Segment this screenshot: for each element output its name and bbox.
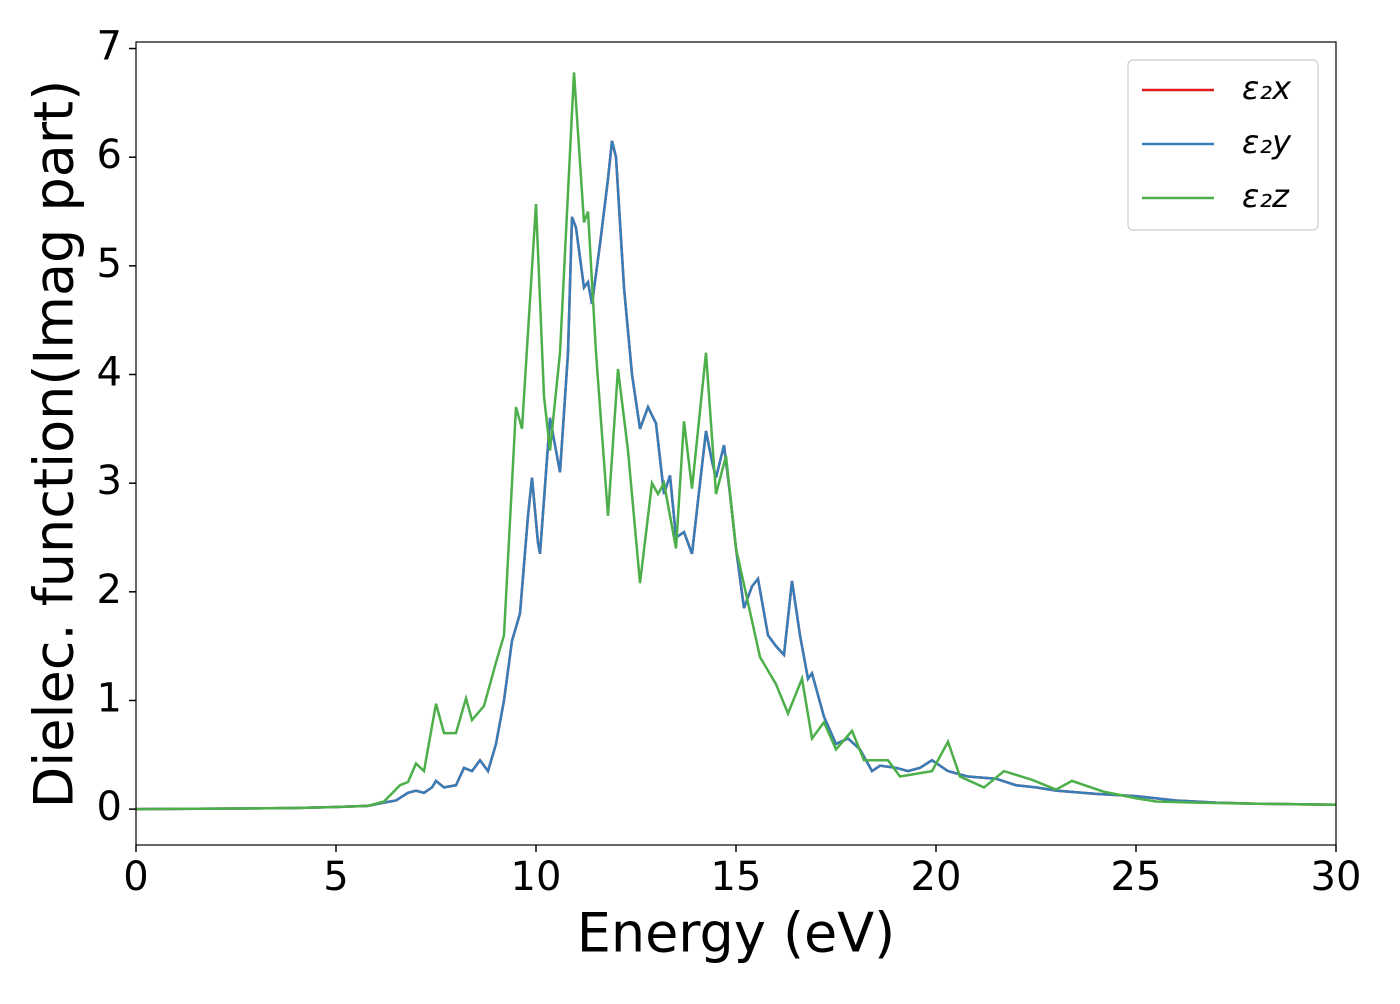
x-tick-label: 0 bbox=[123, 854, 148, 900]
x-tick-label: 30 bbox=[1311, 854, 1362, 900]
y-tick-label: 7 bbox=[97, 24, 122, 70]
y-tick-label: 5 bbox=[97, 241, 122, 287]
x-tick-label: 15 bbox=[711, 854, 762, 900]
x-tick-label: 10 bbox=[511, 854, 562, 900]
data-line bbox=[136, 140, 1336, 811]
y-tick-label: 1 bbox=[97, 675, 122, 721]
legend-label: ε₂y bbox=[1242, 123, 1292, 161]
x-axis-label: Energy (eV) bbox=[577, 902, 896, 965]
y-tick-label: 4 bbox=[97, 350, 122, 396]
x-tick-label: 5 bbox=[323, 854, 348, 900]
x-tick-label: 25 bbox=[1111, 854, 1162, 900]
x-tick-label: 20 bbox=[911, 854, 962, 900]
legend-label: ε₂z bbox=[1242, 177, 1290, 215]
y-tick-label: 3 bbox=[97, 458, 122, 504]
y-tick-label: 0 bbox=[97, 784, 122, 830]
y-tick-label: 2 bbox=[97, 567, 122, 613]
legend-box bbox=[1127, 59, 1319, 231]
legend-label: ε₂x bbox=[1242, 69, 1292, 107]
y-axis-label: Dielec. function(Imag part) bbox=[23, 80, 86, 809]
data-line bbox=[136, 72, 1336, 811]
plot-frame bbox=[135, 41, 1337, 846]
y-tick-label: 6 bbox=[97, 132, 122, 178]
